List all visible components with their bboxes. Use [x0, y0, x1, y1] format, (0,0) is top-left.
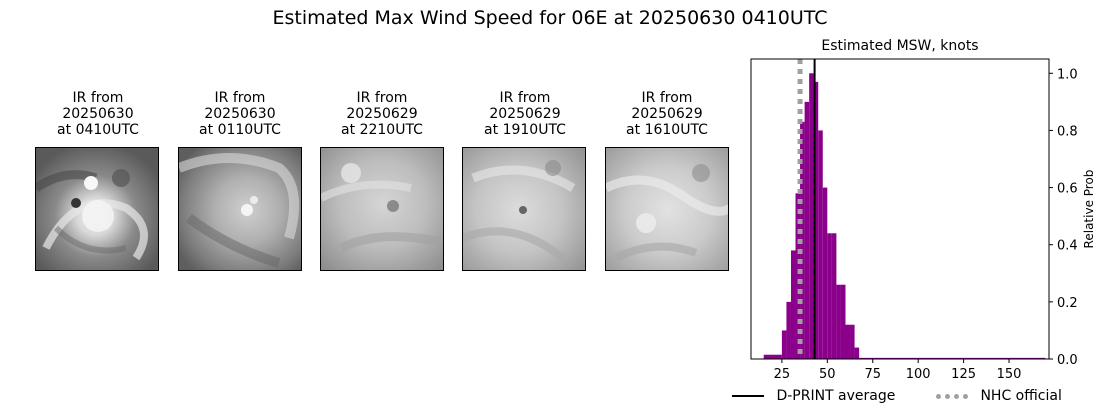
ir-panel-title-3: IR from 20250629 at 2210UTC — [307, 90, 457, 138]
histogram-bar — [790, 250, 796, 359]
ir-panel-title-time: at 0110UTC — [199, 122, 281, 138]
ir-panel-title-time: at 2210UTC — [341, 122, 423, 138]
x-tick-label: 100 — [906, 367, 931, 382]
ir-panel-title-time: at 1910UTC — [484, 122, 566, 138]
histogram-bar — [859, 357, 1046, 359]
histogram-bar — [781, 330, 787, 359]
y-tick-label: 0.0 — [1057, 353, 1078, 368]
y-tick-label: 0.6 — [1057, 182, 1078, 197]
y-axis-label: Relative Prob — [1082, 170, 1096, 249]
x-tick-label: 125 — [951, 367, 976, 382]
ir-panel-title-2: IR from 20250630 at 0110UTC — [165, 90, 315, 138]
y-tick-label: 0.4 — [1057, 239, 1078, 254]
legend-item-dprint: D-PRINT average — [732, 386, 895, 406]
histogram-bar — [840, 284, 846, 359]
chart-title: Estimated MSW, knots — [821, 38, 978, 54]
ir-panel-title-time: at 1610UTC — [626, 122, 708, 138]
legend-swatch-solid-line — [732, 395, 764, 397]
ir-image-3 — [320, 147, 444, 271]
legend-item-nhc: NHC official — [936, 386, 1062, 406]
y-tick-label: 0.8 — [1057, 124, 1078, 139]
ir-image-4 — [462, 147, 586, 271]
x-tick-label: 50 — [819, 367, 836, 382]
ir-panel-title-date: 20250630 — [204, 106, 276, 122]
ir-panel-title-time: at 0410UTC — [57, 122, 139, 138]
histogram-bar — [850, 324, 855, 359]
ir-image-2 — [178, 147, 302, 271]
x-tick-label: 75 — [864, 367, 881, 382]
ir-panel-title-5: IR from 20250629 at 1610UTC — [592, 90, 742, 138]
x-tick-label: 150 — [997, 367, 1022, 382]
ir-panel-title-line: IR from — [641, 90, 693, 106]
histogram-bar — [845, 324, 851, 359]
ir-panel-title-1: IR from 20250630 at 0410UTC — [23, 90, 173, 138]
histogram-bar — [831, 233, 837, 359]
figure-title: Estimated Max Wind Speed for 06E at 2025… — [272, 7, 828, 29]
histogram-bar — [813, 81, 819, 359]
ir-image-1 — [35, 147, 159, 271]
ir-panel-title-date: 20250629 — [489, 106, 561, 122]
histogram-bar — [827, 233, 832, 359]
ir-panel-title-4: IR from 20250629 at 1910UTC — [450, 90, 600, 138]
ir-panel-title-line: IR from — [356, 90, 408, 106]
histogram-bar — [854, 347, 860, 359]
histogram-bar — [786, 301, 791, 359]
x-tick-label: 25 — [774, 367, 791, 382]
legend-label-dprint: D-PRINT average — [776, 388, 896, 404]
histogram-bar — [809, 73, 814, 360]
plot-frame — [750, 58, 1050, 360]
ir-image-5 — [605, 147, 729, 271]
y-tick-label: 0.2 — [1057, 296, 1078, 311]
ir-panel-title-line: IR from — [499, 90, 551, 106]
histogram-bar — [822, 187, 828, 359]
legend-label-nhc: NHC official — [980, 388, 1062, 404]
y-tick-label: 1.0 — [1057, 67, 1078, 82]
ir-panel-title-date: 20250630 — [62, 106, 134, 122]
histogram-bar — [836, 284, 841, 359]
histogram-bar — [818, 130, 823, 359]
legend-swatch-dotted-line — [936, 393, 968, 399]
histogram-bar — [795, 193, 801, 359]
ir-panel-title-line: IR from — [72, 90, 124, 106]
ir-panel-title-line: IR from — [214, 90, 266, 106]
histogram-bar — [804, 101, 810, 359]
histogram-bar — [763, 354, 782, 359]
ir-panel-title-date: 20250629 — [631, 106, 703, 122]
ir-panel-title-date: 20250629 — [346, 106, 418, 122]
